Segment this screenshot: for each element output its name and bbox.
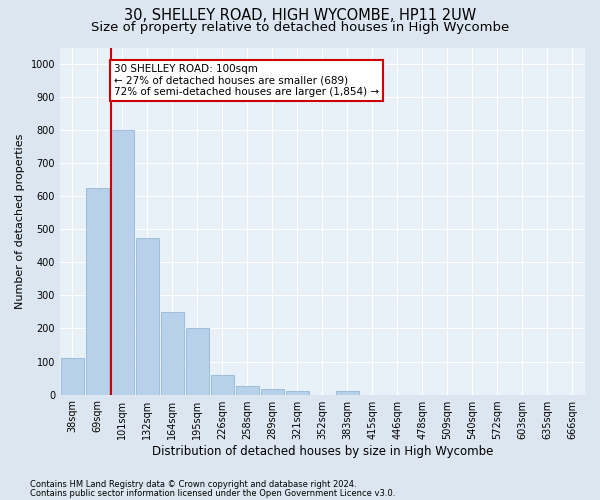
Text: Size of property relative to detached houses in High Wycombe: Size of property relative to detached ho…: [91, 21, 509, 34]
Bar: [186, 328, 209, 394]
Bar: [136, 238, 158, 394]
Text: Contains HM Land Registry data © Crown copyright and database right 2024.: Contains HM Land Registry data © Crown c…: [30, 480, 356, 489]
Text: Contains public sector information licensed under the Open Government Licence v3: Contains public sector information licen…: [30, 489, 395, 498]
Bar: [86, 188, 109, 394]
Bar: [236, 386, 259, 394]
Bar: [161, 312, 184, 394]
Text: 30, SHELLEY ROAD, HIGH WYCOMBE, HP11 2UW: 30, SHELLEY ROAD, HIGH WYCOMBE, HP11 2UW: [124, 8, 476, 22]
X-axis label: Distribution of detached houses by size in High Wycombe: Distribution of detached houses by size …: [152, 444, 493, 458]
Bar: [261, 388, 284, 394]
Bar: [211, 375, 233, 394]
Bar: [61, 358, 83, 395]
Bar: [111, 130, 134, 394]
Bar: [336, 392, 359, 394]
Text: 30 SHELLEY ROAD: 100sqm
← 27% of detached houses are smaller (689)
72% of semi-d: 30 SHELLEY ROAD: 100sqm ← 27% of detache…: [114, 64, 379, 97]
Bar: [286, 390, 309, 394]
Y-axis label: Number of detached properties: Number of detached properties: [15, 134, 25, 308]
